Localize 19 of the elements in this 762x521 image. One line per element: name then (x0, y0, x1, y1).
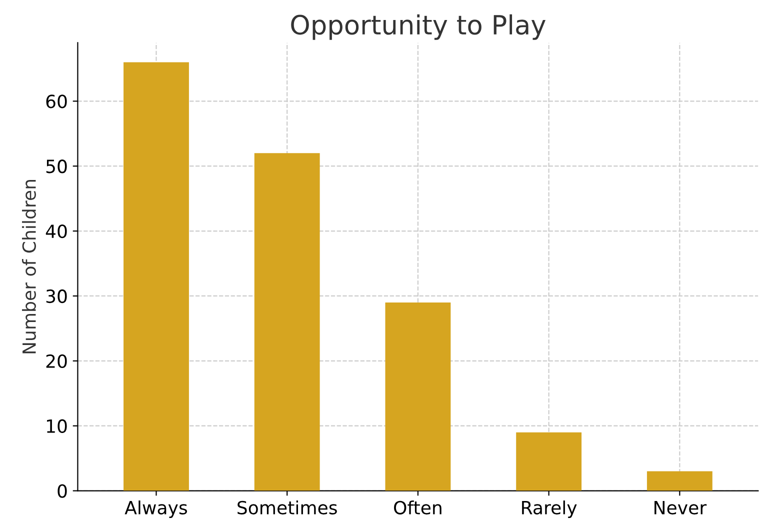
y-tick-label: 0 (58, 484, 67, 498)
chart-title: Opportunity to Play (291, 14, 546, 40)
y-tick-label: 40 (46, 224, 67, 238)
bar (516, 432, 582, 491)
bar (254, 153, 320, 491)
x-tick-label: Sometimes (238, 500, 337, 514)
y-tick-label: 10 (47, 419, 67, 433)
y-tick-label: 20 (46, 354, 67, 368)
y-axis-title: Number of Children (22, 180, 36, 354)
y-tick-label: 60 (46, 94, 67, 108)
x-tick-label: Rarely (522, 500, 577, 518)
bar (385, 302, 451, 491)
y-tick-label: 50 (46, 160, 67, 174)
bar (646, 471, 712, 491)
bar (124, 62, 189, 491)
x-tick-label: Always (124, 500, 188, 518)
x-tick-label: Often (394, 500, 442, 514)
x-tick-label: Never (654, 501, 707, 514)
y-tick-label: 30 (46, 289, 67, 304)
